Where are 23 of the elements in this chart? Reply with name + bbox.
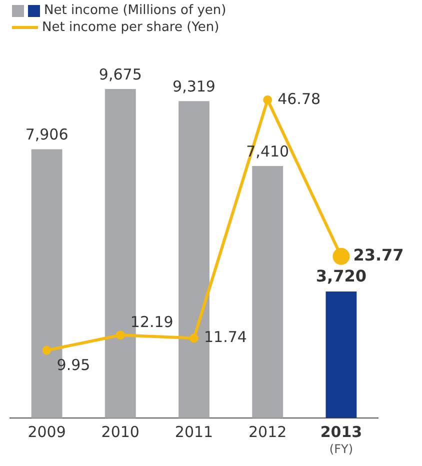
x-tick-label: 2013	[320, 422, 362, 441]
data-label: 12.19	[130, 313, 174, 331]
point	[116, 330, 125, 340]
data-label: 3,720	[316, 266, 367, 286]
legend-label: Net income per share (Yen)	[42, 19, 220, 36]
x-axis-title: (FY)	[329, 442, 354, 456]
point	[42, 346, 52, 355]
point	[263, 95, 272, 104]
data-label: 23.77	[353, 246, 404, 265]
bar	[252, 166, 284, 418]
data-label: 7,906	[25, 126, 68, 144]
legend-label: Net income (Millions of yen)	[44, 2, 226, 19]
data-label: 46.78	[278, 90, 321, 108]
data-label: 9,675	[98, 65, 142, 84]
x-tick-label: 2009	[28, 422, 66, 441]
x-tick-label: 2011	[174, 422, 214, 441]
data-label: 11.74	[204, 328, 247, 346]
data-label: 9.95	[56, 356, 90, 374]
bar	[326, 292, 357, 418]
x-tick-label: 2010	[101, 422, 140, 441]
x-tick-label: 2012	[248, 422, 287, 441]
data-label: 9,319	[172, 78, 216, 96]
point	[190, 334, 198, 343]
